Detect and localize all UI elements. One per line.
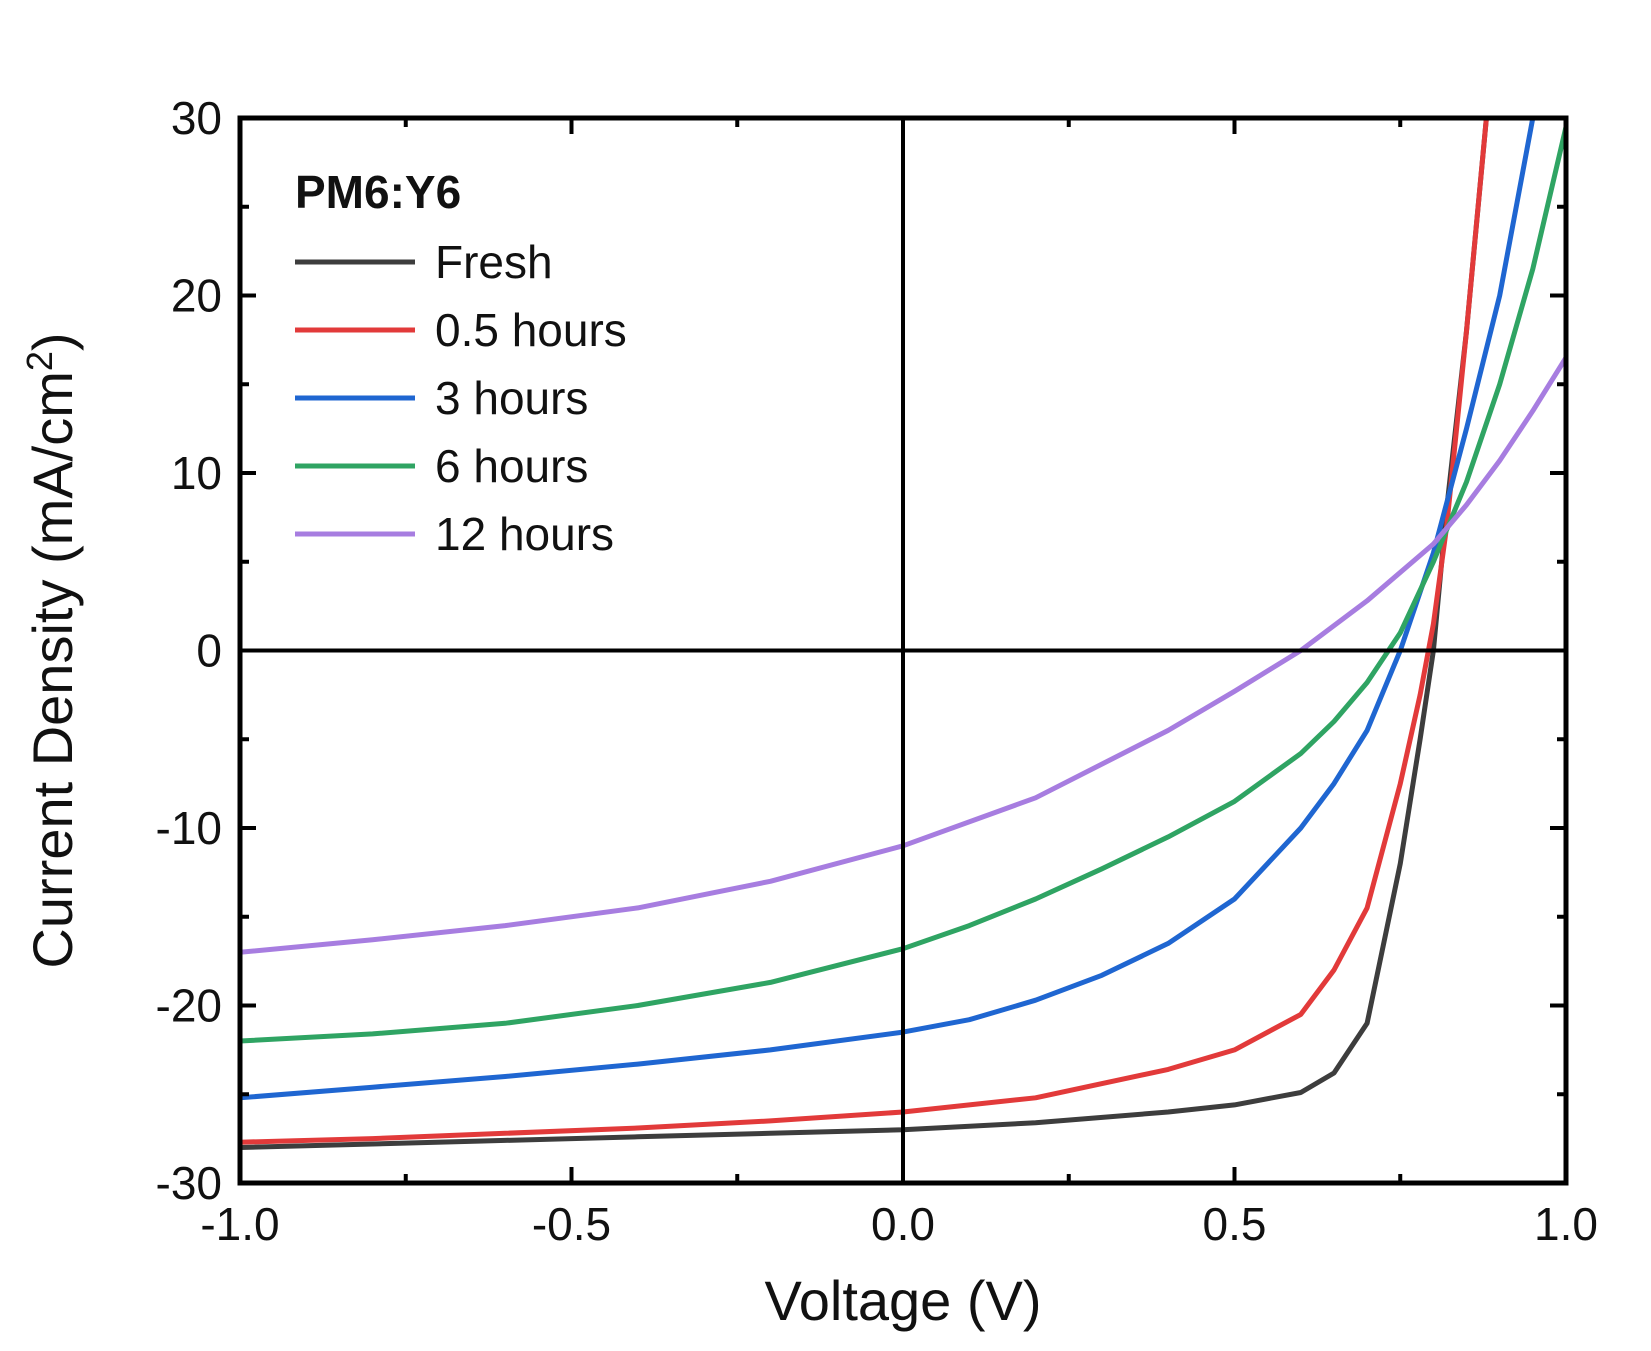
series-line-12-hours xyxy=(240,355,1566,955)
x-tick-label: 1.0 xyxy=(1534,1198,1598,1250)
legend-label-3-hours: 3 hours xyxy=(435,372,588,424)
x-tick-label: -1.0 xyxy=(200,1198,279,1250)
legend-label-12-hours: 12 hours xyxy=(435,508,614,560)
series-line-0-5-hours xyxy=(240,118,1489,1145)
legend-label-fresh: Fresh xyxy=(435,236,553,288)
series-line-6-hours xyxy=(240,124,1566,1044)
x-tick-label: 0.0 xyxy=(871,1198,935,1250)
legend-title: PM6:Y6 xyxy=(295,166,461,218)
legend: PM6:Y6 Fresh 0.5 hours 3 hours 6 hours 12 hou… xyxy=(295,166,627,560)
y-axis-title-close: ) xyxy=(21,332,84,351)
y-tick-label: -20 xyxy=(156,980,222,1032)
legend-label-0-5-hours: 0.5 hours xyxy=(435,304,627,356)
x-tick-label: 0.5 xyxy=(1203,1198,1267,1250)
y-axis-title: Current Density (mA/cm2) xyxy=(19,332,85,968)
zero-lines xyxy=(240,118,1566,1183)
y-tick-label: 10 xyxy=(171,447,222,499)
axis-ticks: -1.0 -0.5 0.0 0.5 1.0 -30 -20 -10 0 10 20 30 xyxy=(156,92,1598,1250)
series-layer xyxy=(240,118,1566,1150)
y-tick-label: 20 xyxy=(171,270,222,322)
y-tick-label: -10 xyxy=(156,802,222,854)
series-line-3-hours xyxy=(240,118,1536,1101)
y-axis-title-main: Current Density (mA/cm xyxy=(21,371,84,968)
series-line-fresh xyxy=(240,118,1489,1150)
y-tick-label: 30 xyxy=(171,92,222,144)
x-tick-label: -0.5 xyxy=(532,1198,611,1250)
x-axis-title: Voltage (V) xyxy=(764,1269,1041,1332)
y-axis-title-superscript: 2 xyxy=(19,351,60,371)
y-tick-label: -30 xyxy=(156,1157,222,1209)
legend-label-6-hours: 6 hours xyxy=(435,440,588,492)
y-tick-label: 0 xyxy=(196,625,222,677)
